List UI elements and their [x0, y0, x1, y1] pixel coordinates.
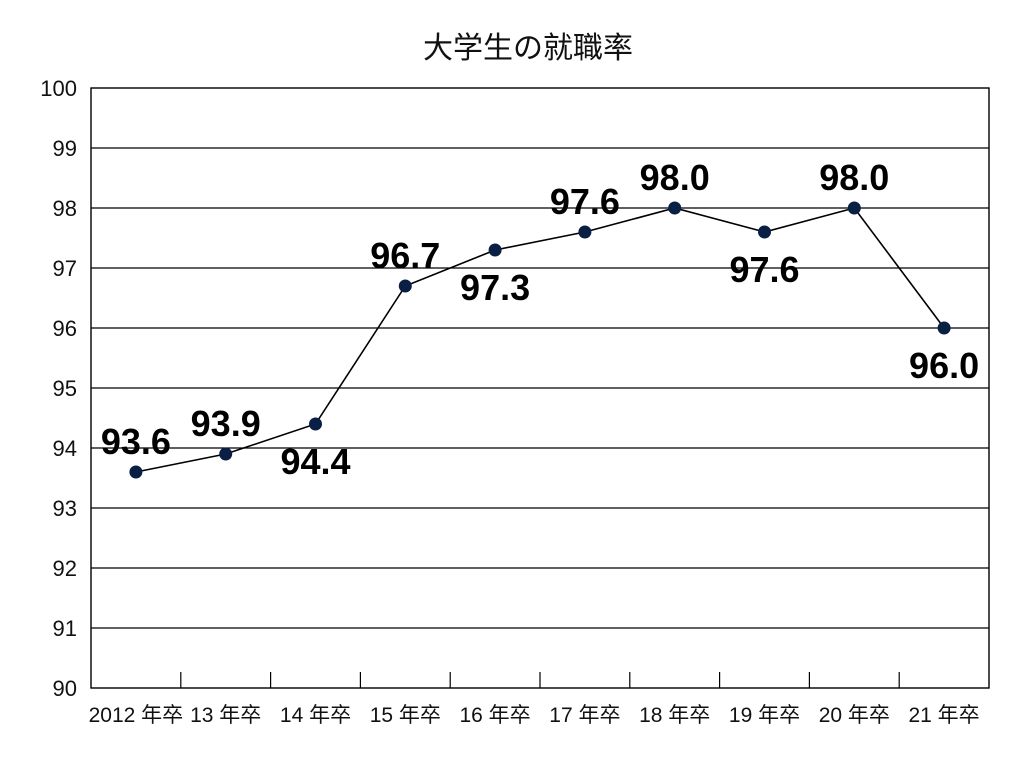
y-tick-label: 98: [53, 196, 77, 221]
x-axis: 2012 年卒 13 年卒 14 年卒 15 年卒 16 年卒 17 年卒 18 年卒 19 …: [89, 672, 980, 727]
x-tick-label: 20 年卒: [819, 704, 890, 727]
y-tick-label: 96: [53, 316, 77, 341]
data-point: [937, 321, 951, 335]
y-tick-label: 92: [53, 556, 77, 581]
data-point: [758, 225, 771, 239]
y-tick-label: 94: [53, 436, 77, 461]
y-tick-label: 91: [53, 616, 77, 641]
data-label: 96.0: [909, 345, 979, 386]
y-tick-label: 97: [53, 256, 77, 281]
x-tick-label: 13 年卒: [190, 704, 261, 727]
data-point: [129, 465, 143, 479]
data-point: [398, 279, 412, 293]
data-label-layer: 93.6 93.9 94.4 96.7 97.3 97.6 98.0 97.6 98.0 96.0: [101, 157, 979, 482]
x-tick-label: 19 年卒: [729, 704, 800, 727]
x-tick-label: 17 年卒: [549, 704, 620, 727]
y-tick-label: 93: [53, 496, 77, 521]
y-tick-label: 90: [53, 676, 77, 701]
data-point: [668, 201, 682, 215]
y-tick-label: 100: [40, 76, 77, 101]
y-tick-label: 99: [53, 136, 77, 161]
data-point: [578, 225, 592, 239]
series-line: [135, 207, 945, 473]
data-label: 97.6: [729, 249, 799, 290]
x-tick-label: 18 年卒: [639, 704, 710, 727]
data-label: 97.3: [460, 267, 530, 308]
data-point: [488, 243, 502, 257]
x-tick-label: 14 年卒: [280, 704, 351, 727]
x-tick-label: 16 年卒: [459, 704, 530, 727]
data-label: 93.6: [101, 421, 171, 462]
data-label: 94.4: [280, 441, 350, 482]
x-tick-label: 21 年卒: [908, 704, 979, 727]
y-tick-label: 95: [53, 376, 77, 401]
series-layer: [129, 201, 951, 479]
chart-title: 大学生の就職率: [423, 31, 633, 66]
data-label: 98.0: [819, 157, 889, 198]
data-label: 93.9: [191, 403, 261, 444]
y-axis: 90 91 92 93 94 95 96 97 98 99 100: [40, 76, 77, 701]
data-point: [847, 201, 861, 215]
data-label: 98.0: [640, 157, 710, 198]
grid-layer: [91, 147, 989, 629]
x-tick-label: 15 年卒: [370, 704, 441, 727]
data-point: [219, 447, 233, 461]
data-label: 96.7: [370, 235, 440, 276]
data-point: [309, 417, 322, 431]
x-tick-label: 2012 年卒: [89, 704, 184, 727]
data-label: 97.6: [550, 181, 620, 222]
